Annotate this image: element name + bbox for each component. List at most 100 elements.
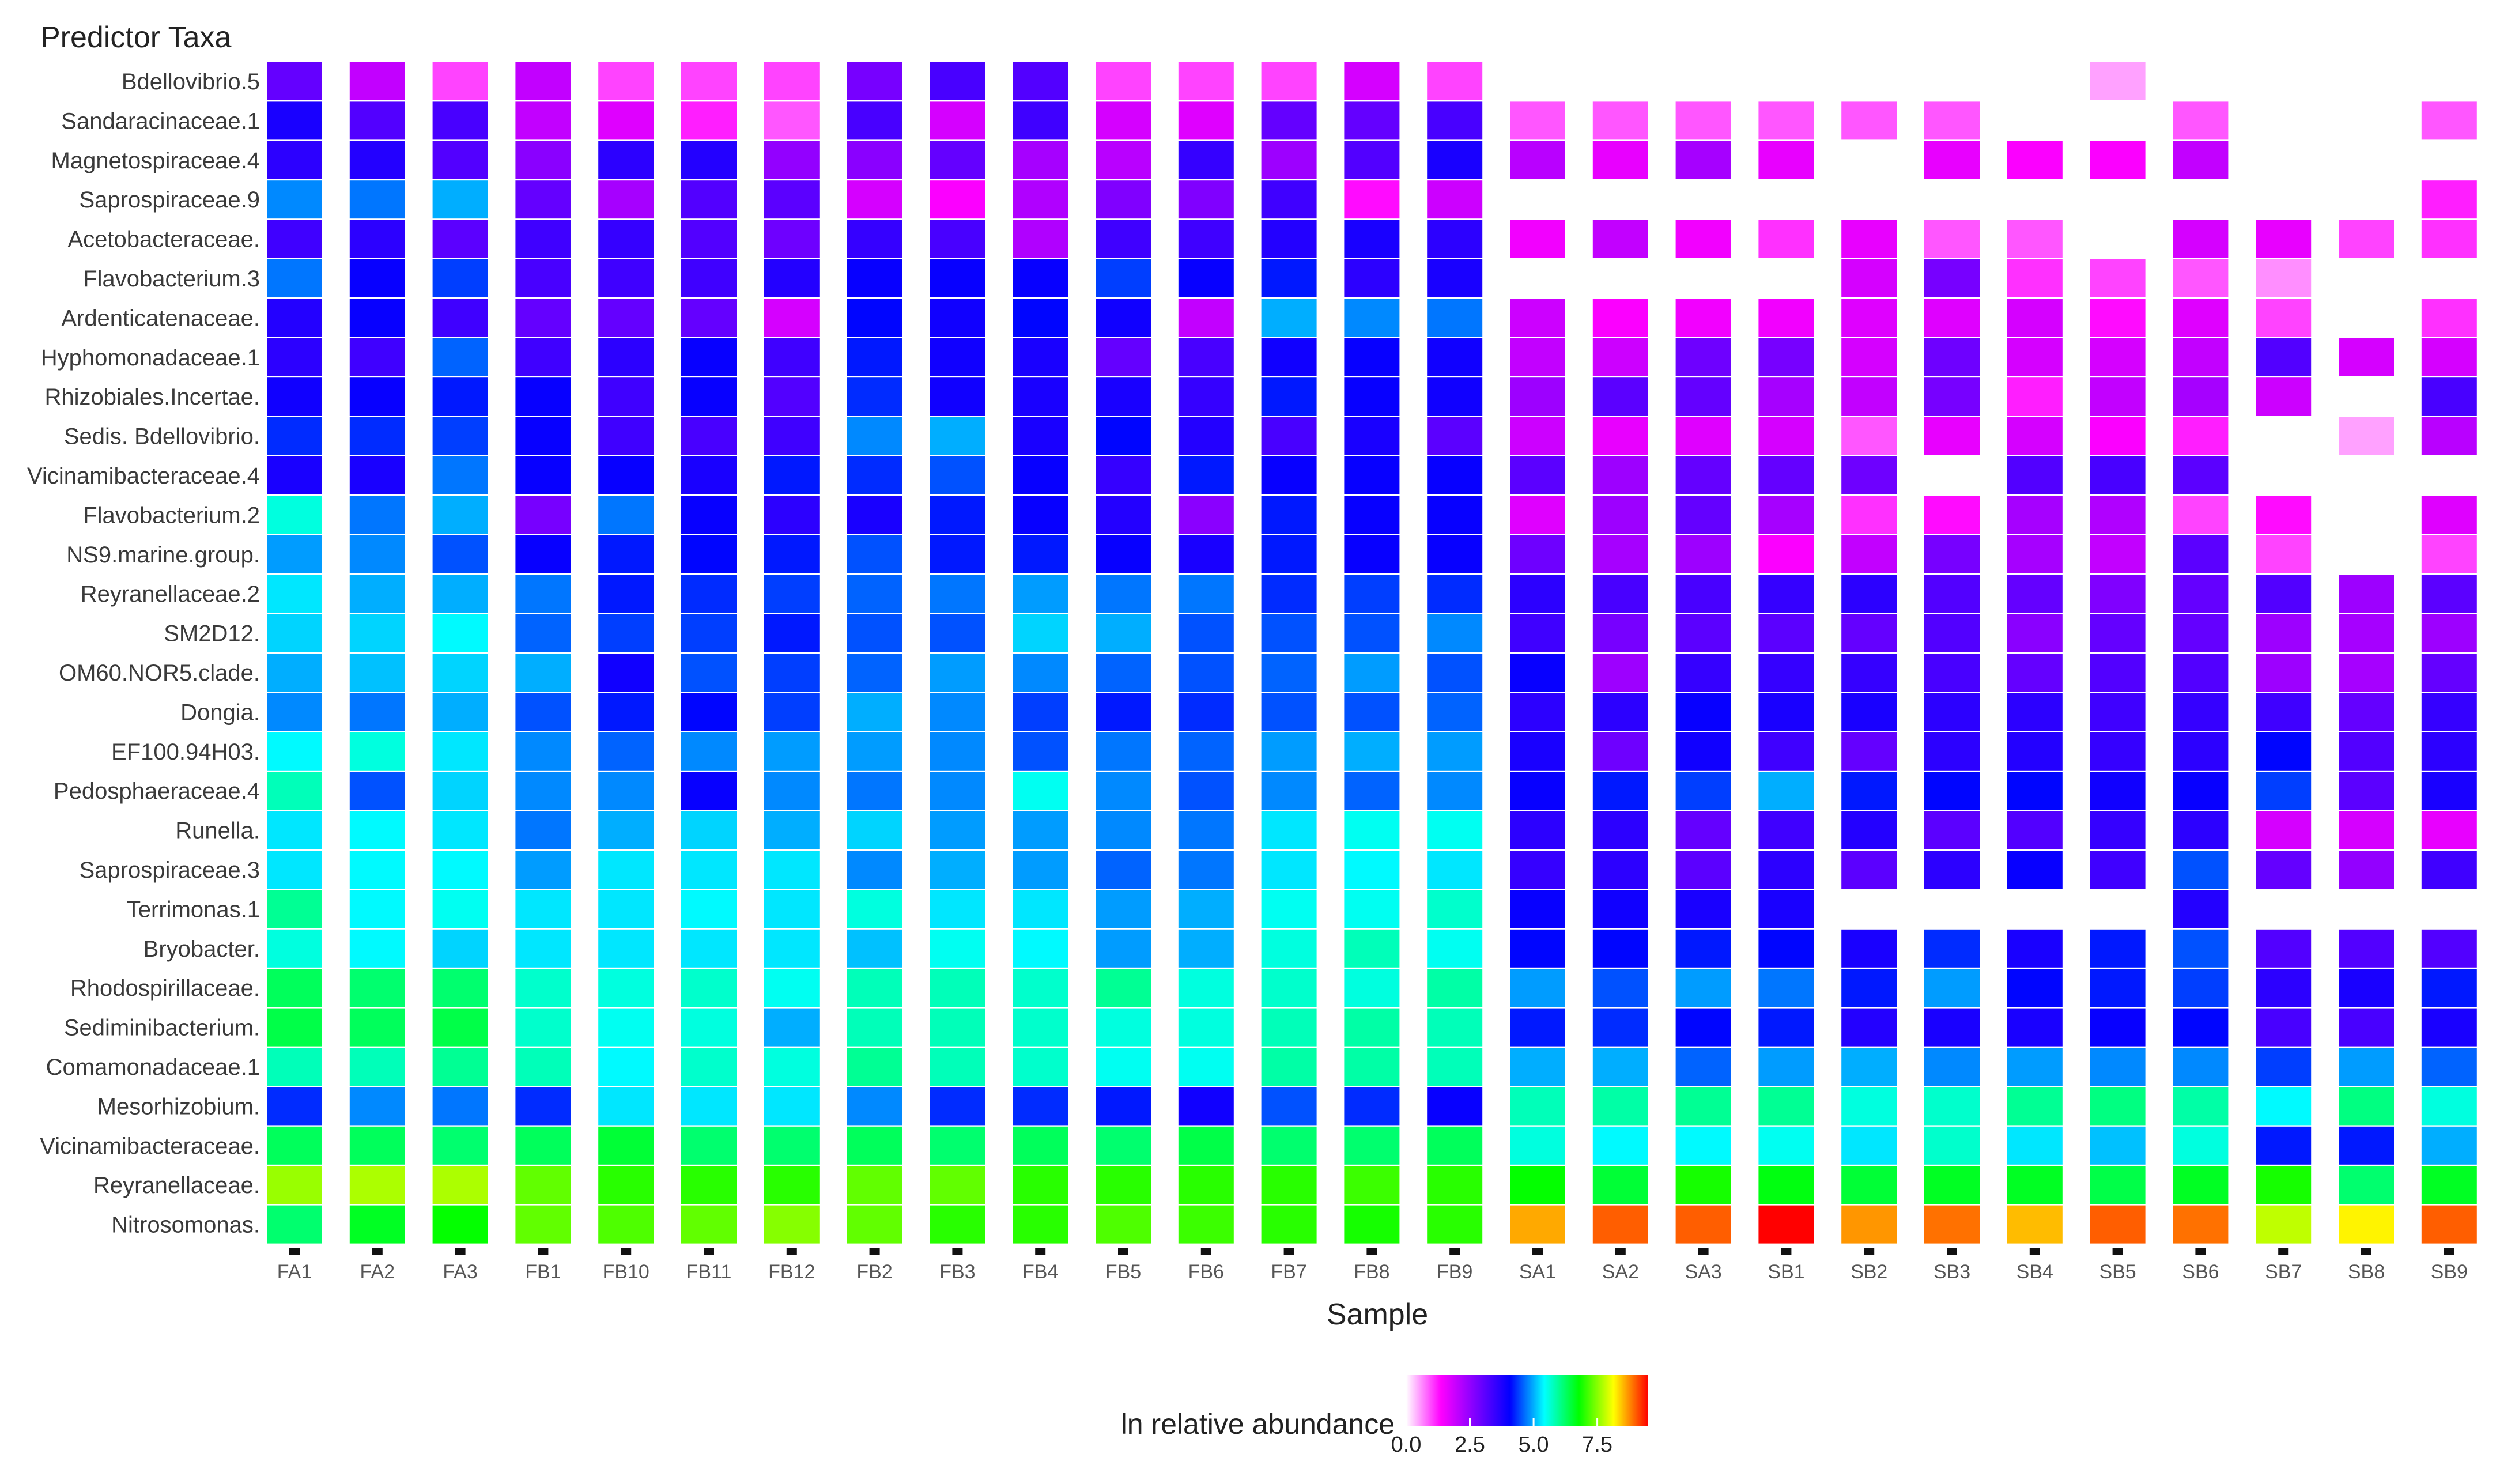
heatmap-cell: [2173, 929, 2229, 968]
heatmap-cell: [1841, 417, 1897, 455]
x-tick-mark: [1366, 1248, 1377, 1255]
heatmap-cell: [1758, 417, 1814, 455]
heatmap-cell: [1675, 1048, 1731, 1086]
x-tick-label: FB10: [603, 1261, 649, 1283]
heatmap-cell: [1013, 1048, 1068, 1086]
heatmap-cell: [2090, 693, 2146, 731]
heatmap-cell: [1096, 890, 1151, 928]
heatmap-cell: [1758, 220, 1814, 258]
heatmap-cell: [515, 299, 571, 337]
heatmap-cell: [1261, 62, 1317, 100]
heatmap-cell: [930, 259, 985, 297]
heatmap-cell: [1510, 1166, 1565, 1204]
x-tick-mark: [2112, 1248, 2123, 1255]
heatmap-cell: [930, 1126, 985, 1165]
heatmap-cell: [1924, 377, 1980, 416]
heatmap-cell: [2090, 496, 2146, 534]
heatmap-cell: [515, 693, 571, 731]
heatmap-cell: [1096, 575, 1151, 613]
x-tick-label: SB3: [1933, 1261, 1970, 1283]
heatmap-cell: [930, 417, 985, 455]
heatmap-cell: [1178, 1205, 1234, 1244]
heatmap-cell: [764, 1166, 820, 1204]
heatmap-cell: [1758, 693, 1814, 731]
y-tick-label: Sedis. Bdellovibrio.: [64, 424, 260, 450]
heatmap-cell: [764, 575, 820, 613]
heatmap-cell: [598, 693, 654, 731]
heatmap-cell: [515, 259, 571, 297]
heatmap-cell: [2007, 535, 2063, 573]
heatmap-cell: [847, 220, 902, 258]
heatmap-cell: [2007, 456, 2063, 494]
heatmap-cell: [267, 180, 322, 219]
heatmap-cell: [432, 1048, 488, 1086]
heatmap-cell: [432, 535, 488, 573]
x-tick-mark: [1118, 1248, 1128, 1255]
heatmap-cell: [2256, 1126, 2312, 1165]
heatmap-cell: [1344, 535, 1400, 573]
heatmap-cell: [847, 1087, 902, 1126]
x-tick-mark: [786, 1248, 797, 1255]
y-tick-label: Hyphomonadaceae.1: [41, 345, 260, 371]
heatmap-cell: [1096, 338, 1151, 376]
heatmap-cell: [1096, 614, 1151, 652]
heatmap-cell: [1924, 1126, 1980, 1165]
heatmap-cell: [1344, 772, 1400, 810]
heatmap-cell: [1013, 654, 1068, 692]
heatmap-cell: [1427, 535, 1483, 573]
heatmap-cell: [1427, 1048, 1483, 1086]
heatmap-cell: [267, 732, 322, 771]
heatmap-cell: [1344, 417, 1400, 455]
heatmap-cell: [1758, 654, 1814, 692]
legend-ticks: 0.0 2.5 5.0 7.5: [1391, 1418, 1612, 1457]
heatmap-cell: [1261, 851, 1317, 889]
heatmap-cell: [2339, 575, 2394, 613]
heatmap-cell: [681, 62, 737, 100]
heatmap-cell: [1261, 299, 1317, 337]
x-tick-label: FA3: [443, 1261, 477, 1283]
y-tick-label: Vicinamibacteraceae.4: [27, 463, 260, 489]
heatmap-cell: [432, 1205, 488, 1244]
heatmap-cell: [2007, 1205, 2063, 1244]
heatmap-cell: [847, 851, 902, 889]
heatmap-cell: [515, 220, 571, 258]
heatmap-cell: [1510, 1126, 1565, 1165]
heatmap-cell: [2173, 417, 2229, 455]
heatmap-cell: [1841, 1048, 1897, 1086]
heatmap-cell: [1758, 496, 1814, 534]
heatmap-cell: [847, 259, 902, 297]
x-tick-label: FA1: [277, 1261, 312, 1283]
heatmap-cell: [598, 654, 654, 692]
heatmap-cell: [1261, 141, 1317, 179]
heatmap-cell: [1013, 851, 1068, 889]
heatmap-cell: [2090, 535, 2146, 573]
heatmap-cell: [1261, 575, 1317, 613]
heatmap-cell: [1592, 851, 1648, 889]
heatmap-cell: [267, 654, 322, 692]
heatmap-cell: [847, 62, 902, 100]
heatmap-cell: [2421, 1008, 2477, 1047]
heatmap-cell: [1675, 101, 1731, 140]
heatmap-cell: [1758, 1126, 1814, 1165]
heatmap-cell: [1924, 101, 1980, 140]
heatmap-cell: [847, 535, 902, 573]
heatmap-cell: [432, 299, 488, 337]
heatmap-cell: [1510, 1205, 1565, 1244]
heatmap-cell: [432, 654, 488, 692]
heatmap-cell: [1096, 1048, 1151, 1086]
heatmap-cell: [1427, 1205, 1483, 1244]
heatmap-cell: [1841, 299, 1897, 337]
heatmap-cell: [1841, 969, 1897, 1007]
heatmap-cell: [598, 180, 654, 219]
heatmap-cell: [1675, 377, 1731, 416]
heatmap-cell: [1178, 732, 1234, 771]
heatmap-cell: [764, 614, 820, 652]
heatmap-cell: [2173, 1166, 2229, 1204]
heatmap-cell: [1675, 654, 1731, 692]
heatmap-cell: [1592, 811, 1648, 849]
heatmap-cell: [2339, 614, 2394, 652]
heatmap-cell: [1178, 772, 1234, 810]
heatmap-cell: [1675, 851, 1731, 889]
heatmap-cell: [2256, 259, 2312, 297]
heatmap-cell: [2173, 259, 2229, 297]
